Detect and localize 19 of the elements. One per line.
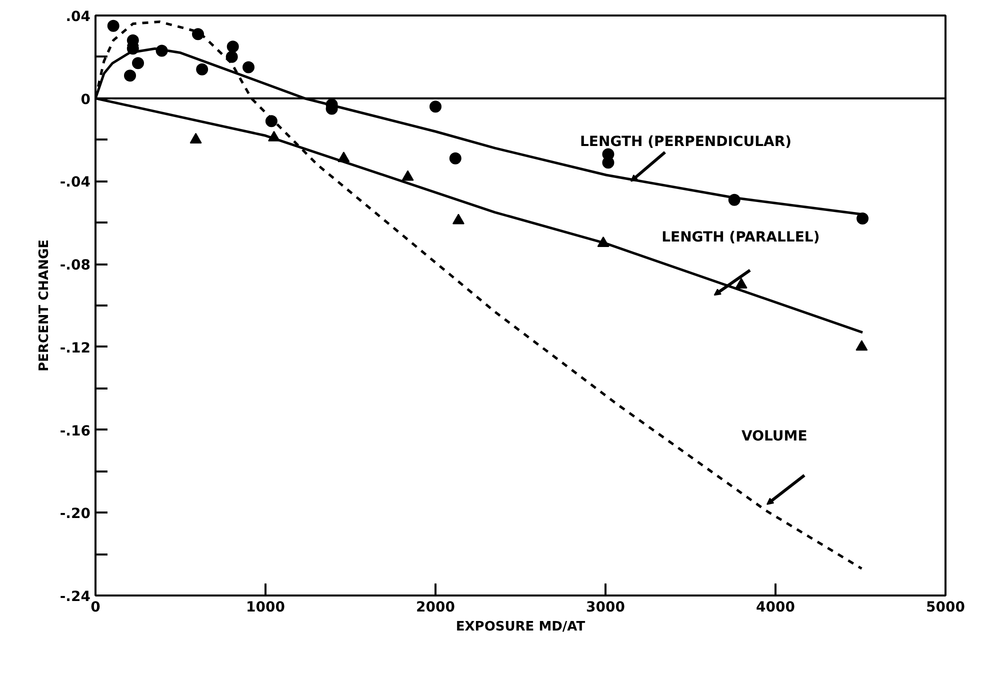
y-tick-label: 0 bbox=[80, 92, 91, 108]
y-tick-label: -.16 bbox=[60, 423, 91, 440]
x-tick-label: 3000 bbox=[586, 600, 626, 616]
x-tick-label: 0 bbox=[90, 600, 101, 616]
y-tick-label: -.24 bbox=[60, 589, 91, 605]
y-tick-label: -.12 bbox=[60, 340, 91, 356]
y-axis-title: PERCENT CHANGE bbox=[36, 239, 52, 372]
y-tick-label: -.08 bbox=[60, 258, 91, 274]
x-tick-label: 5000 bbox=[926, 600, 966, 616]
series-label: LENGTH (PERPENDICULAR) bbox=[580, 134, 792, 150]
x-tick-label: 1000 bbox=[246, 600, 286, 616]
x-axis-title: EXPOSURE MD/AT bbox=[456, 620, 586, 634]
text: VOLUME bbox=[742, 428, 808, 444]
x-tick-label: 4000 bbox=[756, 600, 796, 616]
series-label: LENGTH (PARALLEL) bbox=[662, 229, 820, 246]
y-tick-label: -.04 bbox=[60, 174, 91, 191]
x-tick-label: 2000 bbox=[416, 600, 456, 616]
y-tick-label: .04 bbox=[66, 9, 91, 25]
y-tick-label: -.20 bbox=[60, 506, 91, 522]
